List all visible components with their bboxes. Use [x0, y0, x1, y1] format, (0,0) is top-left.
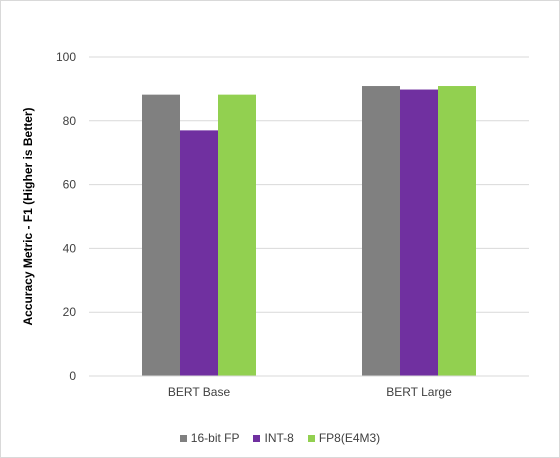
- bar: [180, 130, 218, 376]
- bar: [438, 86, 476, 377]
- legend-swatch: [179, 434, 187, 442]
- y-tick-label: 0: [69, 369, 76, 383]
- y-tick-label: 80: [63, 114, 77, 128]
- y-tick-label: 20: [63, 305, 77, 319]
- y-axis-label: Accuracy Metric - F1 (Higher is Better): [21, 107, 35, 325]
- legend-swatch: [307, 434, 315, 442]
- legend: 16-bit FP INT-8 FP8(E4M3): [1, 431, 559, 445]
- legend-label: 16-bit FP: [190, 431, 240, 445]
- legend-item: FP8(E4M3): [307, 431, 381, 445]
- x-tick-labels: BERT Base BERT Large: [168, 385, 452, 399]
- y-tick-label: 60: [63, 178, 77, 192]
- bar: [218, 94, 256, 376]
- legend-label: INT-8: [264, 431, 294, 445]
- legend-item: 16-bit FP: [179, 431, 240, 445]
- x-tick-label: BERT Large: [386, 385, 452, 399]
- legend-item: INT-8: [253, 431, 294, 445]
- x-tick-label: BERT Base: [168, 385, 231, 399]
- y-tick-label: 40: [63, 241, 77, 255]
- y-tick-label: 100: [56, 50, 76, 64]
- legend-swatch: [253, 434, 261, 442]
- bars: [142, 86, 476, 377]
- y-tick-labels: 0 20 40 60 80 100: [56, 50, 76, 383]
- bar: [400, 89, 438, 377]
- bar: [142, 94, 180, 376]
- legend-label: FP8(E4M3): [318, 431, 381, 445]
- bar: [362, 86, 400, 377]
